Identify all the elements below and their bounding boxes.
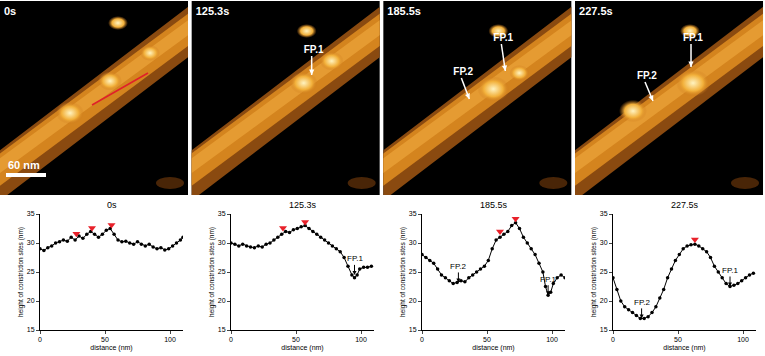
svg-text:height of constriction sites (: height of constriction sites (nm): [399, 227, 407, 317]
svg-text:distance (nm): distance (nm): [472, 344, 514, 352]
svg-text:height of constriction sites (: height of constriction sites (nm): [208, 227, 216, 317]
svg-text:50: 50: [292, 336, 300, 343]
svg-text:distance (nm): distance (nm): [90, 344, 132, 352]
svg-text:20: 20: [218, 297, 226, 304]
svg-text:FP.2: FP.2: [450, 262, 466, 271]
svg-text:0: 0: [38, 336, 42, 343]
svg-text:35: 35: [409, 210, 417, 217]
svg-text:50: 50: [101, 336, 109, 343]
svg-text:FP.1: FP.1: [722, 266, 738, 275]
svg-text:100: 100: [164, 336, 176, 343]
svg-text:35: 35: [27, 210, 35, 217]
svg-text:25: 25: [27, 268, 35, 275]
svg-text:FP.1: FP.1: [304, 44, 324, 55]
svg-text:20: 20: [409, 297, 417, 304]
svg-text:185.5s: 185.5s: [387, 5, 421, 17]
svg-text:FP.1: FP.1: [347, 254, 363, 263]
svg-text:0s: 0s: [107, 200, 117, 210]
svg-text:30: 30: [409, 239, 417, 246]
svg-text:227.5s: 227.5s: [671, 200, 699, 210]
svg-text:25: 25: [600, 268, 608, 275]
svg-text:100: 100: [546, 336, 558, 343]
svg-text:15: 15: [600, 326, 608, 333]
svg-text:60 nm: 60 nm: [8, 159, 40, 171]
svg-text:50: 50: [674, 336, 682, 343]
svg-text:FP.1: FP.1: [540, 275, 556, 284]
svg-text:30: 30: [218, 239, 226, 246]
svg-text:FP.2: FP.2: [634, 298, 650, 307]
svg-text:185.5s: 185.5s: [480, 200, 508, 210]
svg-text:100: 100: [737, 336, 749, 343]
svg-text:20: 20: [600, 297, 608, 304]
svg-text:15: 15: [218, 326, 226, 333]
svg-text:35: 35: [600, 210, 608, 217]
svg-text:100: 100: [355, 336, 367, 343]
svg-text:25: 25: [218, 268, 226, 275]
svg-text:distance (nm): distance (nm): [663, 344, 705, 352]
svg-text:30: 30: [600, 239, 608, 246]
svg-text:15: 15: [27, 326, 35, 333]
svg-text:FP.1: FP.1: [493, 32, 513, 43]
svg-text:0: 0: [229, 336, 233, 343]
svg-text:0: 0: [420, 336, 424, 343]
svg-text:0s: 0s: [4, 5, 16, 17]
svg-text:0: 0: [611, 336, 615, 343]
svg-text:15: 15: [409, 326, 417, 333]
svg-text:50: 50: [483, 336, 491, 343]
svg-text:distance (nm): distance (nm): [281, 344, 323, 352]
svg-text:227.5s: 227.5s: [579, 5, 613, 17]
svg-text:FP.2: FP.2: [453, 66, 473, 77]
svg-text:FP.2: FP.2: [637, 70, 657, 81]
svg-text:25: 25: [409, 268, 417, 275]
svg-text:30: 30: [27, 239, 35, 246]
svg-text:height of constriction sites (: height of constriction sites (nm): [590, 227, 598, 317]
svg-text:35: 35: [218, 210, 226, 217]
svg-text:125.3s: 125.3s: [289, 200, 317, 210]
svg-text:125.3s: 125.3s: [196, 5, 230, 17]
svg-text:20: 20: [27, 297, 35, 304]
svg-text:FP.1: FP.1: [683, 32, 703, 43]
svg-text:height of constriction sites (: height of constriction sites (nm): [17, 227, 25, 317]
